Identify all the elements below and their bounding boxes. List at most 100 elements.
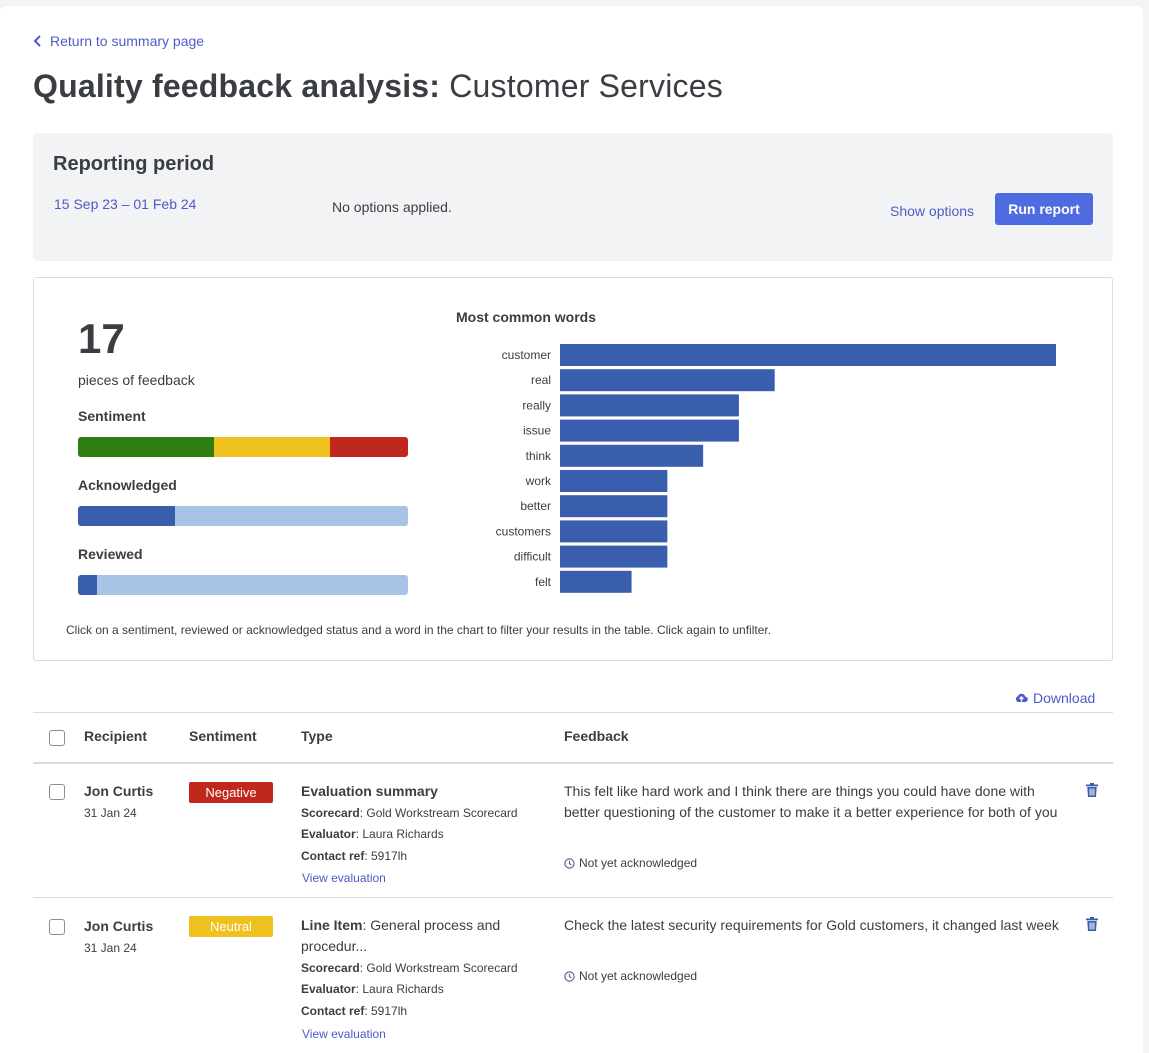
view-evaluation-link[interactable]: View evaluation [302,871,386,885]
word-bar-work[interactable] [560,470,668,492]
word-bar-customers[interactable] [560,520,668,543]
page-title-main: Quality feedback analysis: [33,68,441,104]
sentiment-segment-negative[interactable] [330,437,408,457]
page-title: Quality feedback analysis: Customer Serv… [33,68,723,105]
scorecard-value: : Gold Workstream Scorecard [359,961,518,975]
table-header-divider [33,762,1113,764]
feedback-text: This felt like hard work and I think the… [564,783,1058,820]
feedback-type: Line Item: General process and procedur.… [301,915,533,957]
reporting-period-panel: Reporting period 15 Sep 23 – 01 Feb 24 N… [33,133,1113,261]
scorecard-info: Scorecard: Gold Workstream Scorecard [301,961,518,975]
word-bar-really[interactable] [560,394,739,417]
feedback-type: Evaluation summary [301,781,541,802]
word-label-really[interactable]: really [522,398,551,412]
evaluator-label: Evaluator [301,982,356,996]
contact-ref-value: : 5917lh [364,1004,408,1018]
word-label-work[interactable]: work [525,474,552,488]
word-bar-issue[interactable] [560,419,739,442]
reviewed-segment-reviewed[interactable] [78,575,98,595]
feedback-type-name: Line Item [301,917,363,933]
table-row: Jon Curtis 31 Jan 24 Neutral Line Item: … [33,898,1113,1048]
row-checkbox[interactable] [49,784,65,800]
sentiment-badge: Neutral [189,916,273,937]
word-chart: customer real really issue think work better cu… [496,344,1056,593]
evaluator-value: : Laura Richards [355,827,444,841]
word-chart-title: Most common words [456,309,597,325]
run-report-button[interactable]: Run report [995,193,1093,225]
reviewed-label: Reviewed [78,546,143,562]
view-evaluation-link[interactable]: View evaluation [302,1027,386,1041]
scorecard-label: Scorecard [301,961,360,975]
feedback-type-name: Evaluation summary [301,783,438,799]
contact-ref-info: Contact ref: 5917lh [301,849,407,863]
feedback-date: 31 Jan 24 [84,806,137,820]
acknowledgement-text: Not yet acknowledged [579,969,698,983]
feedback-text: Check the latest security requirements f… [564,917,1059,933]
return-to-summary-label[interactable]: Return to summary page [50,33,205,49]
feedback-count: 17 [78,315,125,362]
word-label-customer[interactable]: customer [502,348,551,362]
recipient-name: Jon Curtis [84,783,154,799]
feedback-date: 31 Jan 24 [84,941,137,955]
reviewed-bar[interactable] [78,575,408,595]
table-row: Jon Curtis 31 Jan 24 Negative Evaluation… [33,764,1113,898]
download-link[interactable]: Download [1015,690,1095,706]
sentiment-label: Sentiment [78,408,146,424]
chevron-left-icon [33,35,41,47]
feedback-count-label: pieces of feedback [78,372,195,388]
header-sentiment[interactable]: Sentiment [189,728,257,744]
scorecard-label: Scorecard [301,806,360,820]
trash-icon[interactable] [1086,917,1098,931]
evaluator-value: : Laura Richards [355,982,444,996]
word-bar-better[interactable] [560,495,668,518]
clock-icon [564,970,575,982]
word-label-difficult[interactable]: difficult [514,550,552,564]
word-bar-real[interactable] [560,369,775,392]
row-checkbox[interactable] [49,919,65,935]
word-bar-difficult[interactable] [560,545,668,568]
feedback-summary-panel: 17 pieces of feedback Sentiment Acknowle… [33,277,1113,661]
word-bar-customer[interactable] [560,344,1056,366]
options-status: No options applied. [332,199,452,215]
word-bar-think[interactable] [560,444,704,467]
cloud-upload-icon [1015,693,1028,703]
recipient-name: Jon Curtis [84,918,154,934]
scorecard-value: : Gold Workstream Scorecard [359,806,518,820]
word-label-real[interactable]: real [531,373,551,387]
return-to-summary-link[interactable]: Return to summary page [33,33,204,49]
reporting-period-dates[interactable]: 15 Sep 23 – 01 Feb 24 [54,196,197,212]
sentiment-bar[interactable] [78,437,408,457]
word-label-felt[interactable]: felt [535,575,552,589]
contact-ref-label: Contact ref [301,849,365,863]
header-feedback[interactable]: Feedback [564,728,629,744]
acknowledged-segment-acknowledged[interactable] [78,506,176,526]
sentiment-segment-positive[interactable] [78,437,214,457]
acknowledgement-status: Not yet acknowledged [564,856,697,870]
contact-ref-info: Contact ref: 5917lh [301,1004,407,1018]
clock-icon [564,857,575,869]
contact-ref-label: Contact ref [301,1004,365,1018]
acknowledged-segment-not-acknowledged[interactable] [175,506,408,526]
evaluator-info: Evaluator: Laura Richards [301,827,444,841]
word-label-customers[interactable]: customers [496,524,551,538]
sentiment-badge: Negative [189,782,273,803]
show-options-link[interactable]: Show options [890,203,975,219]
download-label[interactable]: Download [1033,690,1096,706]
evaluator-info: Evaluator: Laura Richards [301,982,444,996]
filter-hint: Click on a sentiment, reviewed or acknow… [66,623,772,637]
reviewed-segment-not-reviewed[interactable] [97,575,408,595]
sentiment-segment-neutral[interactable] [213,437,331,457]
word-label-issue[interactable]: issue [523,424,551,438]
table-header-row: Recipient Sentiment Type Feedback [33,713,1113,763]
trash-icon[interactable] [1086,783,1098,797]
word-label-better[interactable]: better [520,499,551,513]
row-divider [33,897,1113,898]
word-bar-felt[interactable] [560,570,632,593]
acknowledged-bar[interactable] [78,506,408,526]
acknowledgement-status: Not yet acknowledged [564,969,697,983]
word-label-think[interactable]: think [526,449,552,463]
header-recipient[interactable]: Recipient [84,728,148,744]
table-top-divider [33,712,1113,713]
select-all-checkbox[interactable] [49,730,65,746]
header-type[interactable]: Type [301,728,333,744]
